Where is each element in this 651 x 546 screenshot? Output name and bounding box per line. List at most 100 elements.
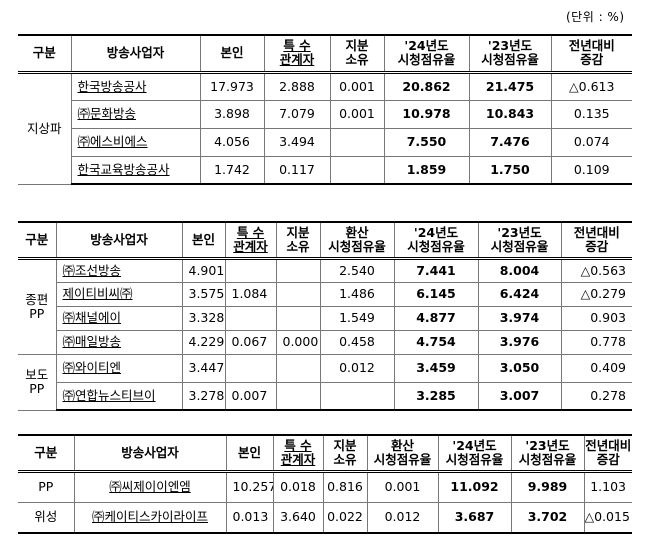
y23-value: 8.004 bbox=[477, 257, 562, 283]
header-cell: 구분 bbox=[18, 221, 57, 260]
y23-value: 3.974 bbox=[477, 305, 562, 331]
broadcaster-name: 한국교육방송공사 bbox=[71, 155, 201, 185]
header-cell: '23년도 시청점유율 bbox=[477, 221, 562, 260]
related-value: 3.640 bbox=[272, 501, 324, 534]
broadcaster-name: ㈜문화방송 bbox=[71, 99, 201, 129]
related-value: 2.888 bbox=[263, 71, 331, 101]
converted-value: 0.458 bbox=[319, 329, 395, 355]
change-value: 0.278 bbox=[560, 381, 632, 411]
change-value: △0.563 bbox=[560, 257, 632, 283]
group-label: 종편 PP bbox=[18, 257, 57, 355]
change-value: 0.074 bbox=[550, 127, 632, 157]
self-value: 3.328 bbox=[181, 305, 226, 331]
y23-value: 7.476 bbox=[468, 127, 552, 157]
header-cell: 본인 bbox=[225, 434, 274, 473]
self-value: 3.575 bbox=[181, 281, 226, 307]
header-cell: 지분 소유 bbox=[275, 221, 321, 260]
header-cell: '24년도 시청점유율 bbox=[437, 434, 512, 473]
share-value bbox=[275, 381, 321, 411]
y24-value: 6.145 bbox=[393, 281, 479, 307]
broadcaster-name: ㈜씨제이이엔엠 bbox=[73, 470, 227, 503]
change-value: 0.109 bbox=[550, 155, 632, 185]
unit-note: (단위 : %) bbox=[566, 10, 625, 24]
header-cell: 지분 소유 bbox=[322, 434, 368, 473]
converted-value: 0.001 bbox=[366, 470, 439, 503]
y24-value: 1.859 bbox=[383, 155, 470, 185]
self-value: 4.056 bbox=[199, 127, 265, 157]
self-value: 4.229 bbox=[181, 329, 226, 355]
converted-value: 0.012 bbox=[319, 353, 395, 383]
change-value: 1.103 bbox=[583, 470, 632, 503]
converted-value: 0.012 bbox=[366, 501, 439, 534]
header-cell: 환산 시청점유율 bbox=[366, 434, 439, 473]
share-value: 0.816 bbox=[322, 470, 368, 503]
self-value: 3.447 bbox=[181, 353, 226, 383]
self-value: 17.973 bbox=[199, 71, 265, 101]
share-value: 0.000 bbox=[275, 329, 321, 355]
group-label: 위성 bbox=[18, 501, 75, 534]
header-cell: 방송사업자 bbox=[73, 434, 227, 473]
change-value: 0.135 bbox=[550, 99, 632, 129]
header-cell: 본인 bbox=[199, 34, 265, 74]
header-cell: 구분 bbox=[18, 434, 75, 473]
table-row: 보도 PP ㈜와이티엔 3.447 0.012 3.459 3.050 0.409 bbox=[18, 353, 632, 411]
group-label: 보도 PP bbox=[18, 353, 57, 411]
table-row: ㈜매일방송 4.229 0.067 0.000 0.458 4.754 3.97… bbox=[18, 329, 632, 355]
table-row: ㈜에스비에스 4.056 3.494 7.550 7.476 0.074 bbox=[18, 127, 632, 157]
header-cell: '23년도 시청점유율 bbox=[468, 34, 552, 74]
table-pp-satellite: 구분 방송사업자 본인 특 수 관계자 지분 소유 환산 시청점유율 '24년도 시청점… bbox=[18, 434, 632, 534]
y23-value: 3.050 bbox=[477, 353, 562, 383]
broadcaster-name: ㈜케이티스카이라이프 bbox=[73, 501, 227, 534]
broadcaster-name: ㈜에스비에스 bbox=[71, 127, 201, 157]
header-cell: 전년대비 증감 bbox=[550, 34, 632, 74]
y23-value: 3.702 bbox=[510, 501, 585, 534]
change-value: 0.778 bbox=[560, 329, 632, 355]
share-value bbox=[275, 257, 321, 283]
group-label: PP bbox=[18, 470, 75, 503]
change-value: △0.279 bbox=[560, 281, 632, 307]
table-terrestrial: 구분 방송사업자 본인 특 수 관계자 지분 소유 '24년도 시청점유율 '23년도… bbox=[18, 34, 632, 185]
y24-value: 10.978 bbox=[383, 99, 470, 129]
header-cell: 방송사업자 bbox=[70, 34, 201, 74]
y24-value: 11.092 bbox=[437, 470, 512, 503]
related-value: 7.079 bbox=[263, 99, 331, 129]
table-row: 제이티비씨㈜ 3.575 1.084 1.486 6.145 6.424 △0.… bbox=[18, 281, 632, 307]
y24-value: 3.687 bbox=[437, 501, 512, 534]
broadcaster-name: ㈜채널에이 bbox=[56, 305, 183, 331]
change-value: △0.015 bbox=[583, 501, 632, 534]
y24-value: 7.550 bbox=[383, 127, 470, 157]
y24-value: 4.754 bbox=[393, 329, 479, 355]
self-value: 0.013 bbox=[225, 501, 274, 534]
header-cell: '24년도 시청점유율 bbox=[383, 34, 470, 74]
table-row: 위성 ㈜케이티스카이라이프 0.013 3.640 0.022 0.012 3.… bbox=[18, 501, 632, 534]
header-cell: '23년도 시청점유율 bbox=[510, 434, 585, 473]
broadcaster-name: ㈜와이티엔 bbox=[55, 353, 183, 383]
share-value bbox=[329, 127, 385, 157]
self-value: 3.278 bbox=[181, 381, 226, 411]
header-cell: 지분 소유 bbox=[329, 34, 385, 74]
share-value: 0.001 bbox=[329, 99, 385, 129]
converted-value: 1.486 bbox=[319, 281, 395, 307]
y23-value: 10.843 bbox=[468, 99, 552, 129]
y24-value: 20.862 bbox=[383, 71, 470, 101]
change-value: △0.613 bbox=[550, 71, 632, 101]
share-value bbox=[329, 155, 385, 185]
header-row: 구분 방송사업자 본인 특 수 관계자 지분 소유 환산 시청점유율 '24년도 시청점… bbox=[18, 434, 632, 473]
header-row: 구분 방송사업자 본인 특 수 관계자 지분 소유 환산 시청점유율 '24년도 시청점… bbox=[18, 221, 632, 260]
related-value: 0.117 bbox=[263, 155, 331, 185]
self-value: 4.901 bbox=[181, 257, 226, 283]
header-cell: 특 수 관계자 bbox=[224, 221, 277, 260]
table-row: ㈜연합뉴스티브이 3.278 0.007 3.285 3.007 0.278 bbox=[18, 381, 632, 411]
self-value: 10.257 bbox=[225, 470, 274, 503]
related-value bbox=[224, 353, 277, 383]
change-value: 0.903 bbox=[560, 305, 632, 331]
related-value: 0.007 bbox=[224, 381, 277, 411]
y24-value: 4.877 bbox=[393, 305, 479, 331]
header-cell: 환산 시청점유율 bbox=[319, 221, 395, 260]
header-cell: 방송사업자 bbox=[55, 221, 183, 260]
broadcaster-name: ㈜매일방송 bbox=[56, 329, 183, 355]
y23-value: 6.424 bbox=[477, 281, 562, 307]
y23-value: 1.750 bbox=[468, 155, 552, 185]
group-label: 지상파 bbox=[18, 71, 72, 185]
broadcaster-name: ㈜연합뉴스티브이 bbox=[56, 381, 183, 411]
